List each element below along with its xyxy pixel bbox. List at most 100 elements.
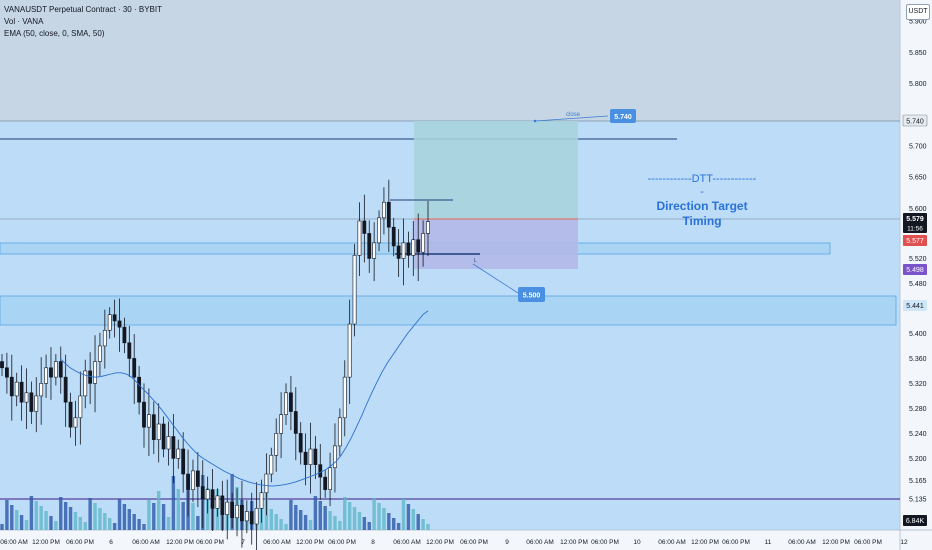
volume-bar (122, 504, 127, 530)
volume-bar (269, 509, 274, 530)
volume-bar (401, 499, 406, 530)
candle-body (279, 414, 284, 434)
volume-bar (98, 508, 102, 530)
dtt-line: ------------DTT------------- (647, 173, 757, 198)
volume-bar (127, 509, 132, 530)
symbol-title[interactable]: VANAUSDT Perpetual Contract · 30 · BYBIT (4, 5, 162, 14)
position-loss-zone[interactable] (414, 219, 578, 269)
candle-body (122, 326, 127, 344)
candle-body (171, 436, 176, 459)
candle-body (191, 470, 195, 490)
volume-bars (0, 474, 430, 530)
candle-body (308, 448, 313, 465)
last-price-label (903, 213, 927, 233)
volume-bar (156, 491, 161, 530)
candle-body (401, 242, 406, 259)
volume-bar (294, 505, 298, 530)
stop-price-label (903, 264, 927, 275)
candle-body (34, 395, 39, 412)
volume-bar (63, 502, 68, 530)
time-axis-ticks[interactable]: 06:00 AM 12:00 PM 06:00 PM 6 06:00 AM 12:00 P… (0, 539, 908, 546)
candle-body (342, 376, 347, 419)
candle-body (244, 511, 249, 522)
volume-bar (181, 502, 185, 530)
candle-body (347, 323, 352, 378)
volume-bar (166, 517, 171, 530)
volume-indicator-label[interactable]: Vol · VANA (4, 17, 44, 26)
demand-zone-box[interactable] (0, 295, 897, 326)
candle-body (68, 401, 73, 428)
position-profit-zone[interactable] (414, 121, 578, 219)
volume-bar (78, 517, 83, 530)
volume-bar (416, 514, 420, 530)
candle-body (127, 342, 132, 359)
price-tick-label: 5.280 (909, 406, 927, 413)
stop-price-text: 5.498 (906, 267, 924, 274)
candle-body (132, 358, 137, 378)
volume-bar (411, 509, 416, 530)
candle-body (284, 392, 288, 415)
volume-bar (298, 510, 303, 530)
volume-bar (279, 519, 283, 530)
candle-body (151, 414, 156, 440)
position-price-text: 5.577 (906, 238, 924, 245)
candle-body (156, 423, 161, 440)
volume-bar (54, 521, 58, 530)
price-tick-label: 5.600 (909, 206, 927, 213)
last-price-text: 5.579 (906, 216, 924, 223)
time-tick-label: 12:00 PM (166, 539, 194, 546)
candle-body (112, 314, 117, 322)
countdown-text: 11:56 (907, 226, 923, 233)
volume-bar (377, 503, 381, 530)
candle-body (249, 511, 254, 525)
volume-bar (29, 496, 34, 530)
price-tick-label: 5.240 (909, 431, 927, 438)
price-tick-label: 5.700 (909, 143, 927, 150)
ema-indicator-label[interactable]: EMA (50, close, 0, SMA, 50) (4, 29, 105, 38)
candle-body (220, 495, 225, 515)
time-tick-label: 06:00 PM (854, 539, 882, 546)
time-tick-label: 6 (109, 539, 113, 546)
chart-legend: VANAUSDT Perpetual Contract · 30 · BYBIT… (4, 4, 162, 40)
volume-bar (289, 500, 293, 530)
candle-body (14, 381, 19, 397)
volume-bar (284, 524, 288, 530)
volume-bar (73, 512, 78, 530)
stop-callout-line (472, 263, 519, 294)
volume-label-text: 6.84K (906, 518, 925, 525)
volume-bar (392, 518, 396, 530)
candle-body (303, 451, 308, 465)
time-tick-label: 06:00 PM (460, 539, 488, 546)
stop-callout[interactable] (518, 287, 545, 302)
time-tick-label: 06:00 AM (263, 539, 290, 546)
volume-bar (112, 523, 117, 530)
candle-body (372, 242, 377, 259)
time-tick-label: 7 (241, 539, 245, 546)
dtt-subtitle: Direction Target Timing (656, 199, 748, 228)
time-tick-label: 12:00 PM (691, 539, 719, 546)
volume-bar (19, 515, 24, 530)
volume-bar (362, 517, 367, 530)
candle-body (88, 370, 93, 384)
target-callout[interactable] (610, 109, 636, 123)
currency-unit-button[interactable]: USDT (906, 4, 930, 20)
volume-bar (14, 510, 19, 530)
volume-bar (24, 520, 29, 530)
candle-body (166, 436, 171, 450)
target-callout-text: 5.740 (614, 114, 632, 121)
candle-body (269, 454, 274, 475)
time-axis-bg (0, 530, 900, 550)
candle-body (293, 411, 298, 434)
price-axis-ticks[interactable]: 5.900 5.850 5.800 5.700 5.650 5.600 5.520 5.480… (909, 19, 927, 504)
volume-bar (313, 496, 318, 530)
volume-bar (372, 498, 376, 530)
price-tick-label: 5.165 (909, 478, 927, 485)
volume-bar (137, 519, 141, 530)
candle-body (298, 433, 303, 453)
candle-body (107, 314, 112, 331)
volume-bar (274, 514, 278, 530)
time-tick-label: 9 (505, 539, 509, 546)
candles[interactable] (0, 179, 430, 550)
